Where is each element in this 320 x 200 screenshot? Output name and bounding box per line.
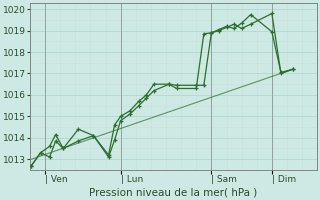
X-axis label: Pression niveau de la mer( hPa ): Pression niveau de la mer( hPa ) [90, 187, 258, 197]
